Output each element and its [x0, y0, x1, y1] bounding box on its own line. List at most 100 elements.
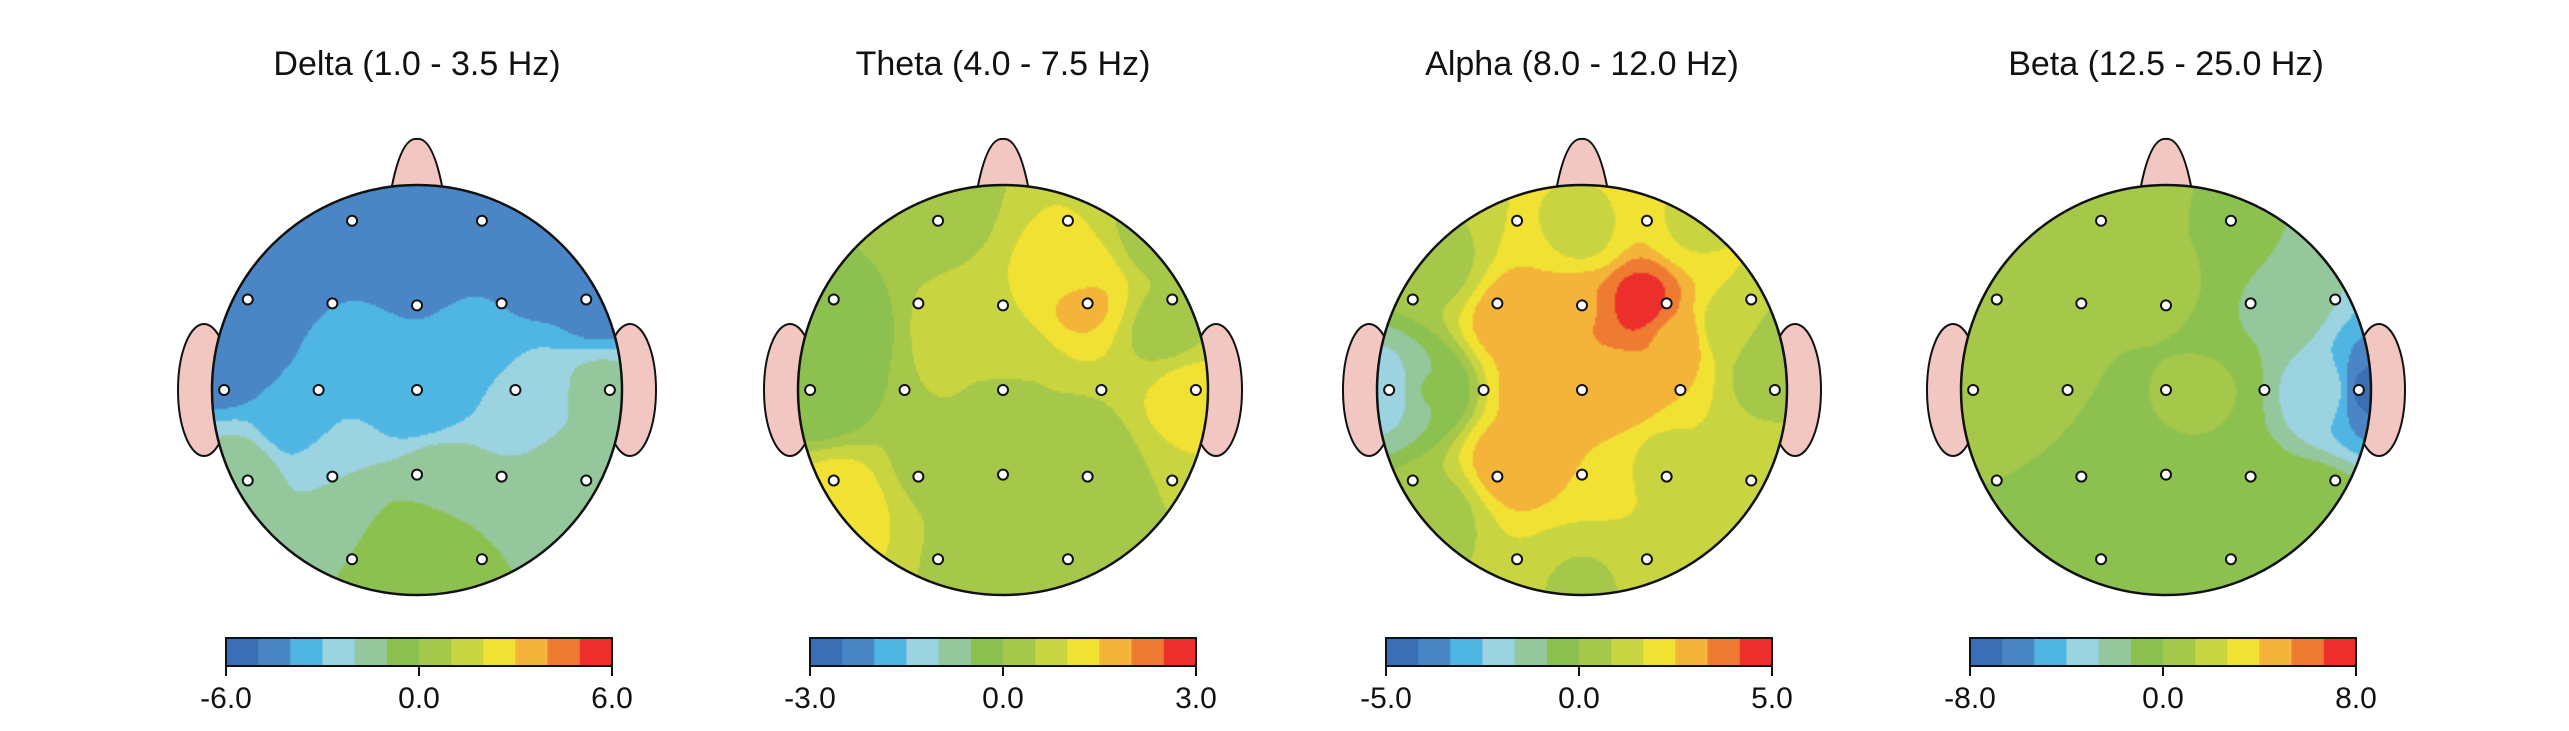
theta-topomap-panel: Theta (4.0 - 7.5 Hz) -3.0 0.0 3.0: [763, 45, 1243, 715]
theta-nose-shape: [975, 137, 1031, 192]
delta-colorbar-tick-label-1: 0.0: [398, 682, 440, 715]
beta-electrode-e04: [2075, 297, 2088, 310]
delta-head-outline: [210, 183, 624, 597]
delta-electrode-e11: [509, 384, 522, 396]
alpha-colorbar-segment-0: [1386, 638, 1419, 666]
theta-electrode-e08: [804, 384, 817, 396]
alpha-electrode-e17: [1745, 474, 1758, 487]
delta-electrode-e06: [495, 297, 508, 310]
theta-electrode-e09: [898, 384, 911, 396]
theta-head-outline: [796, 183, 1210, 597]
beta-electrode-e06: [2244, 297, 2257, 310]
delta-electrode-e13: [241, 474, 254, 487]
theta-electrode-e12: [1189, 384, 1202, 396]
theta-colorbar-segment-10: [1131, 638, 1165, 666]
delta-topomap-panel: Delta (1.0 - 3.5 Hz) -6.0 0.0 6.0: [177, 45, 657, 715]
beta-nose-shape: [2138, 137, 2194, 192]
delta-electrode-e09: [312, 384, 325, 396]
beta-electrode-e15: [2160, 468, 2172, 481]
alpha-electrode-e09: [1477, 384, 1490, 396]
alpha-electrode-e05: [1576, 299, 1588, 312]
alpha-colorbar-segment-6: [1579, 638, 1612, 666]
beta-electrode-e14: [2075, 470, 2088, 483]
beta-colorbar-segment-0: [1970, 638, 2003, 666]
alpha-electrode-e13: [1406, 474, 1419, 487]
alpha-electrode-e11: [1674, 384, 1687, 396]
delta-electrode-e10: [411, 384, 423, 396]
beta-colorbar-segment-5: [2130, 638, 2164, 666]
theta-colorbar-segment-4: [938, 638, 972, 666]
beta-electrode-e08: [1967, 384, 1980, 396]
alpha-electrode-e14: [1491, 470, 1504, 483]
theta-colorbar-segment-3: [906, 638, 940, 666]
theta-colorbar-segment-7: [1035, 638, 1068, 666]
delta-electrode-e04: [326, 297, 339, 310]
delta-colorbar-tick-label-2: 6.0: [591, 682, 633, 715]
theta-map-title: Theta (4.0 - 7.5 Hz): [856, 45, 1151, 83]
delta-colorbar-segment-1: [258, 638, 291, 666]
theta-colorbar-segment-1: [842, 638, 875, 666]
alpha-electrode-e04: [1491, 297, 1504, 310]
beta-electrode-e16: [2244, 470, 2257, 483]
theta-electrode-e06: [1081, 297, 1094, 310]
theta-electrode-e19: [1061, 553, 1074, 566]
theta-electrode-e05: [997, 299, 1009, 312]
theta-colorbar-segment-8: [1067, 638, 1100, 666]
beta-electrode-e05: [2160, 299, 2172, 312]
theta-colorbar-tick-label-2: 3.0: [1175, 682, 1217, 715]
theta-electrode-e18: [932, 553, 945, 566]
theta-electrode-e03: [827, 293, 840, 306]
delta-electrode-e19: [475, 553, 488, 566]
delta-electrode-e16: [495, 470, 508, 483]
beta-electrode-e11: [2258, 384, 2271, 396]
theta-electrode-e10: [997, 384, 1009, 396]
delta-colorbar-segment-5: [386, 638, 420, 666]
theta-electrode-e01: [932, 214, 945, 227]
delta-colorbar-segment-3: [322, 638, 356, 666]
alpha-colorbar-segment-3: [1482, 638, 1516, 666]
theta-electrode-e14: [912, 470, 925, 483]
alpha-electrode-e01: [1511, 214, 1524, 227]
delta-colorbar-segment-8: [483, 638, 516, 666]
beta-colorbar-segment-4: [2098, 638, 2132, 666]
beta-head-outline: [1959, 183, 2373, 597]
alpha-colorbar-segment-11: [1739, 638, 1773, 666]
beta-electrode-e13: [1990, 474, 2003, 487]
alpha-electrode-e02: [1640, 214, 1653, 227]
beta-colorbar-segment-7: [2195, 638, 2228, 666]
theta-colorbar-segment-6: [1003, 638, 1036, 666]
alpha-map-title: Alpha (8.0 - 12.0 Hz): [1425, 45, 1739, 83]
delta-colorbar-segment-0: [226, 638, 259, 666]
alpha-colorbar: -5.0 0.0 5.0: [1360, 637, 1793, 715]
alpha-colorbar-tick-label-0: -5.0: [1360, 682, 1412, 715]
delta-electrode-e15: [411, 468, 423, 481]
delta-electrode-e14: [326, 470, 339, 483]
alpha-topomap-panel: Alpha (8.0 - 12.0 Hz) -5.0 0.0 5.0: [1342, 45, 1822, 715]
alpha-colorbar-segment-10: [1707, 638, 1741, 666]
alpha-colorbar-segment-1: [1418, 638, 1451, 666]
theta-electrode-e07: [1166, 293, 1179, 306]
delta-colorbar-segment-2: [290, 638, 323, 666]
theta-colorbar-segment-0: [810, 638, 843, 666]
delta-colorbar-segment-6: [419, 638, 452, 666]
alpha-electrode-e07: [1745, 293, 1758, 306]
beta-electrode-e10: [2160, 384, 2172, 396]
delta-electrode-e08: [218, 384, 231, 396]
beta-colorbar-segment-3: [2066, 638, 2100, 666]
delta-electrode-e01: [346, 214, 359, 227]
alpha-colorbar-tick-label-1: 0.0: [1558, 682, 1600, 715]
beta-colorbar-segment-8: [2227, 638, 2260, 666]
delta-electrode-e07: [580, 293, 593, 306]
theta-colorbar-tick-label-1: 0.0: [982, 682, 1024, 715]
beta-electrode-e07: [2329, 293, 2342, 306]
alpha-head-outline: [1375, 183, 1789, 597]
beta-electrode-e02: [2224, 214, 2237, 227]
delta-map-title: Delta (1.0 - 3.5 Hz): [273, 45, 560, 83]
alpha-nose-shape: [1554, 137, 1610, 192]
alpha-colorbar-segment-7: [1611, 638, 1644, 666]
alpha-electrode-e18: [1511, 553, 1524, 566]
beta-electrode-e18: [2095, 553, 2108, 566]
beta-electrode-e03: [1990, 293, 2003, 306]
alpha-electrode-e10: [1576, 384, 1588, 396]
